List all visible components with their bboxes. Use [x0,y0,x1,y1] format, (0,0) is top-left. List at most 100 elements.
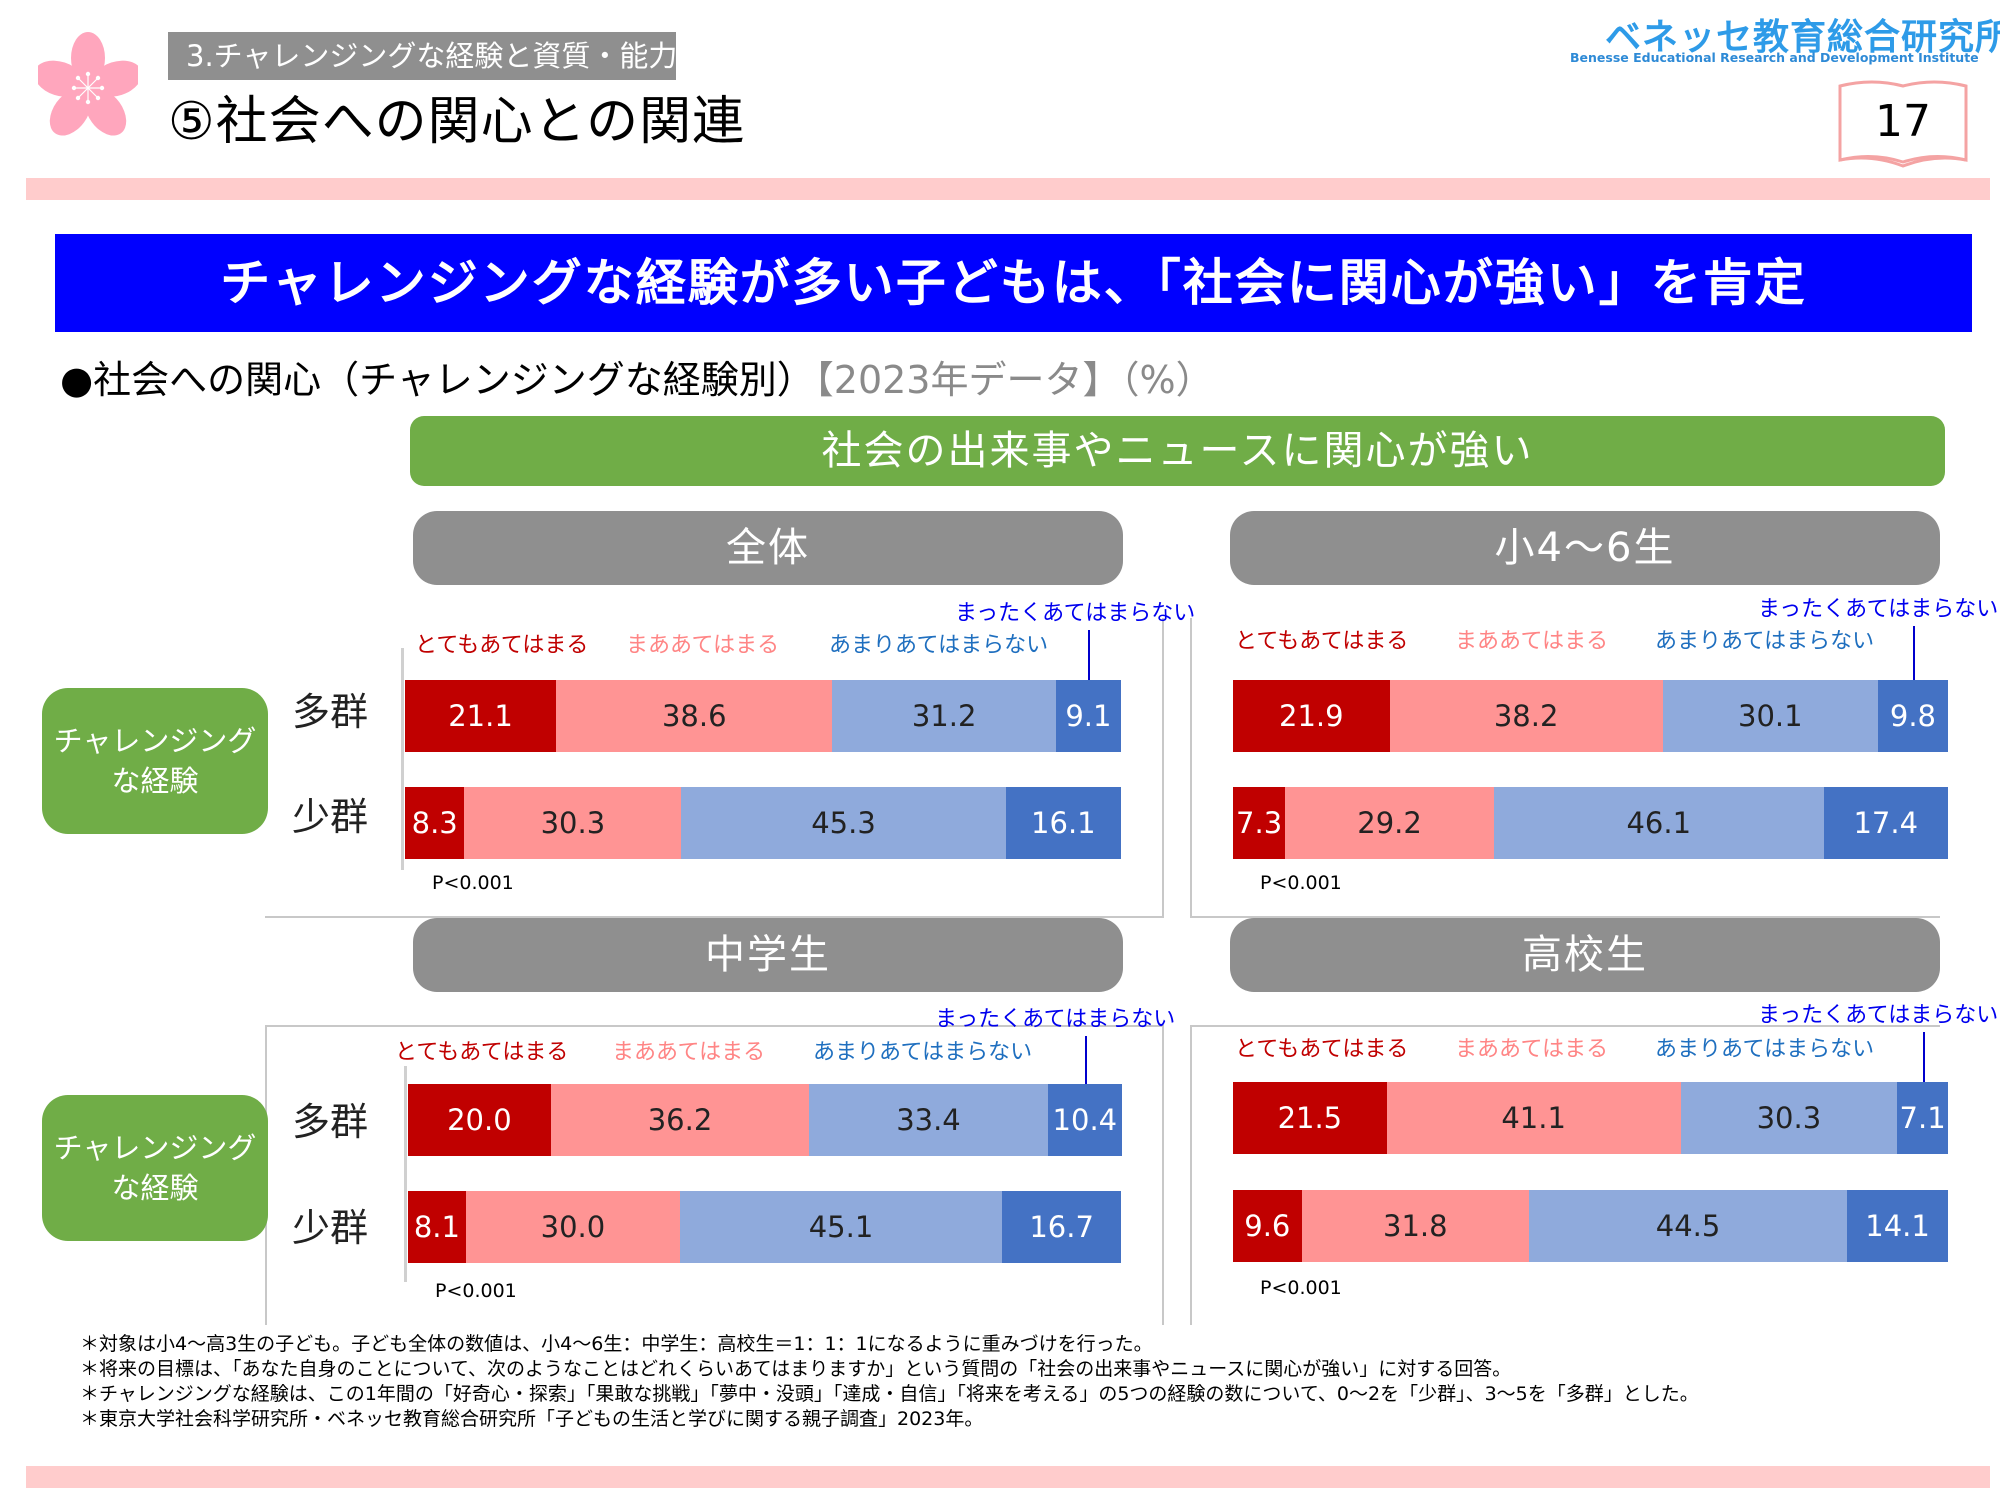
data-label: 44.5 [1655,1209,1721,1243]
footnotes: ＊対象は小4〜高3生の子ども。子ども全体の数値は、小4〜6生：中学生：高校生＝1… [80,1332,1699,1432]
segment-somewhat-true: 36.2 [550,1084,810,1156]
segment-not-very-true: 33.4 [809,1084,1048,1156]
data-label: 33.4 [896,1103,961,1137]
data-label: 38.2 [1493,699,1559,733]
panel-border [1162,618,1164,918]
group-label-box: チャレンジング な経験 [42,688,268,834]
data-label: 16.1 [1031,806,1096,840]
stacked-bar: 21.5 41.1 30.3 7.1 [1233,1082,1948,1154]
legend-not-at-all-true: まったくあてはまらない [1758,1003,1999,1028]
segment-not-at-all-true: 16.7 [1002,1191,1122,1263]
legend-not-very-true: あまりあてはまらない [1655,1037,1875,1062]
data-label: 21.5 [1277,1101,1343,1135]
stacked-bar: 8.1 30.0 45.1 16.7 [408,1191,1122,1263]
data-label: 7.1 [1899,1101,1946,1135]
data-label: 8.3 [411,806,458,840]
panel-title: 中学生 [413,918,1123,992]
segment-somewhat-true: 38.2 [1389,680,1663,752]
legend-not-very-true: あまりあてはまらない [829,633,1049,658]
segment-not-at-all-true: 10.4 [1047,1084,1122,1156]
stacked-bar: 21.9 38.2 30.1 9.8 [1233,680,1948,752]
footnote: ＊将来の目標は、「あなた自身のことについて、次のようなことはどれくらいあてはまり… [80,1358,1512,1380]
segment-very-true: 7.3 [1233,787,1286,859]
data-label: 8.1 [413,1210,460,1244]
data-label: 30.0 [540,1210,606,1244]
data-label: 14.1 [1865,1209,1930,1243]
group-label-line1: チャレンジング [53,1131,257,1165]
segment-somewhat-true: 38.6 [556,680,833,752]
segment-not-at-all-true: 9.1 [1055,680,1121,752]
row-label-low: 少群 [292,1206,369,1250]
segment-very-true: 21.1 [405,680,557,752]
panel-title: 全体 [413,511,1123,585]
segment-not-very-true: 30.3 [1680,1082,1898,1154]
panel-border [1190,1025,1192,1325]
panel-title: 高校生 [1230,918,1940,992]
data-label: 46.1 [1626,806,1692,840]
legend-not-at-all-true: まったくあてはまらない [935,1007,1176,1032]
sakura-flower-icon [38,32,138,136]
data-label: 10.4 [1052,1103,1118,1137]
data-label: 30.1 [1738,699,1803,733]
chart-subtitle: ●社会への関心（チャレンジングな経験別）【2023年データ】（%） [60,355,1214,405]
legend-leader-line [1088,630,1091,680]
category-axis [404,1066,407,1282]
stacked-bar: 9.6 31.8 44.5 14.1 [1233,1190,1948,1262]
subtitle-main: ●社会への関心（チャレンジングな経験別） [60,358,815,402]
group-label-box: チャレンジング な経験 [42,1095,268,1241]
legend-somewhat-true: まああてはまる [612,1040,766,1065]
subtitle-meta: 【2023年データ】（%） [814,358,1214,402]
legend-not-at-all-true: まったくあてはまらない [955,601,1196,626]
open-book-icon [1838,80,1968,168]
data-label: 31.8 [1383,1209,1448,1243]
segment-somewhat-true: 31.8 [1301,1190,1529,1262]
segment-very-true: 8.1 [408,1191,466,1263]
data-label: 41.1 [1501,1101,1566,1135]
question-header: 社会の出来事やニュースに関心が強い [410,416,1945,486]
data-label: 38.6 [661,699,727,733]
data-label: 21.9 [1279,699,1344,733]
row-label-high: 多群 [292,690,369,734]
category-axis [401,648,404,870]
legend-leader-line [1922,1032,1925,1082]
p-value-annotation: P<0.001 [435,1280,517,1302]
footnote: ＊チャレンジングな経験は、この1年間の「好奇心・探索」「果敢な挑戦」「夢中・没頭… [80,1383,1699,1405]
segment-not-very-true: 31.2 [832,680,1056,752]
legend-leader-line [1084,1036,1087,1084]
segment-not-at-all-true: 9.8 [1877,680,1948,752]
segment-not-at-all-true: 7.1 [1897,1082,1948,1154]
segment-somewhat-true: 30.0 [465,1191,681,1263]
segment-not-at-all-true: 17.4 [1823,787,1948,859]
page-number: 17 [1875,96,1931,147]
panel-title: 小4〜6生 [1230,511,1940,585]
segment-not-at-all-true: 14.1 [1847,1190,1948,1262]
data-label: 30.3 [1756,1101,1822,1135]
panel-border [265,916,1163,918]
legend-very-true: とてもあてはまる [1235,629,1409,654]
group-label-line2: な経験 [111,1171,199,1205]
data-label: 30.3 [540,806,606,840]
logo-japanese: ベネッセ教育総合研究所 [1605,17,2000,58]
group-label-line1: チャレンジング [53,724,257,758]
p-value-annotation: P<0.001 [1260,1277,1342,1299]
legend-somewhat-true: まああてはまる [626,633,780,658]
stacked-bar: 20.0 36.2 33.4 10.4 [408,1084,1122,1156]
legend-very-true: とてもあてはまる [1235,1037,1409,1062]
footnote: ＊対象は小4〜高3生の子ども。子ども全体の数値は、小4〜6生：中学生：高校生＝1… [80,1333,1153,1355]
data-label: 17.4 [1853,806,1919,840]
legend-somewhat-true: まああてはまる [1455,629,1609,654]
legend-very-true: とてもあてはまる [415,633,589,658]
legend-not-at-all-true: まったくあてはまらない [1758,597,1999,622]
panel-border [1190,618,1192,918]
legend-very-true: とてもあてはまる [395,1040,569,1065]
segment-not-very-true: 45.3 [681,787,1006,859]
stacked-bar: 21.1 38.6 31.2 9.1 [405,680,1121,752]
legend-somewhat-true: まああてはまる [1455,1037,1609,1062]
panel-border [1190,916,1940,918]
data-label: 21.1 [448,699,513,733]
header-divider [26,178,1990,200]
row-label-low: 少群 [292,795,369,839]
legend-not-very-true: あまりあてはまらない [1655,629,1875,654]
panel-border [1190,1025,1940,1027]
headline-banner: チャレンジングな経験が多い子どもは、「社会に関心が強い」を肯定 [55,234,1972,332]
